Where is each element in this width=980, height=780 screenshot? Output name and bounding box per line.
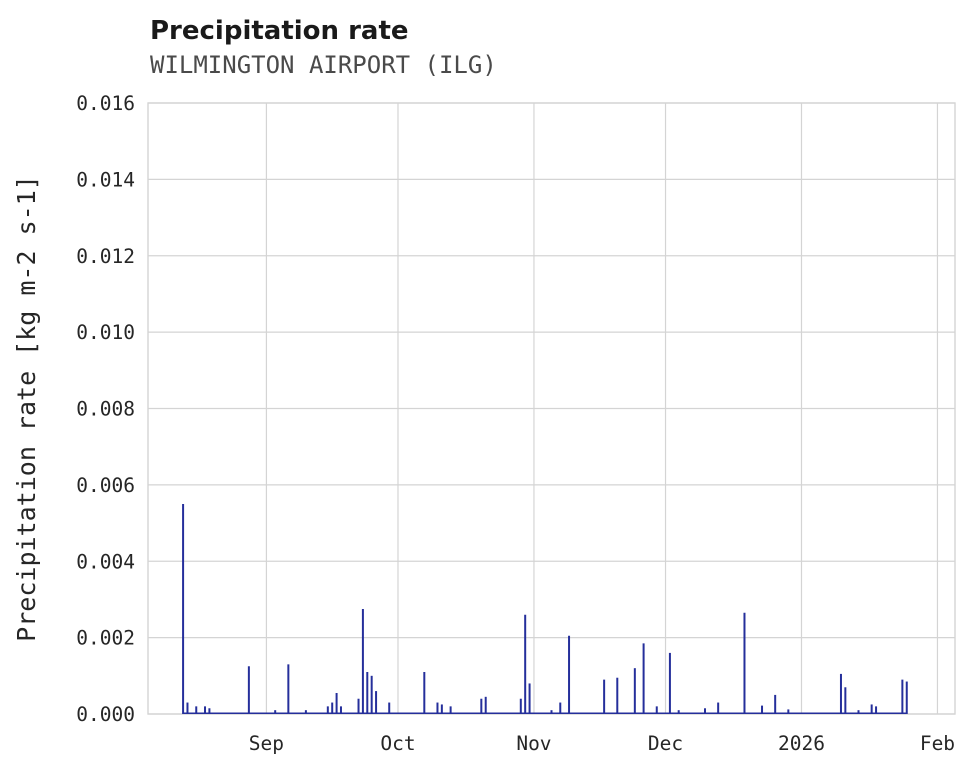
y-tick-label: 0.002 [76,627,135,650]
x-tick-label: Feb [920,732,955,755]
chart-subtitle: WILMINGTON AIRPORT (ILG) [150,51,497,79]
chart-title: Precipitation rate [150,16,409,46]
y-tick-label: 0.000 [76,703,135,726]
y-tick-label: 0.014 [76,168,135,191]
y-tick-label: 0.016 [76,92,135,115]
x-tick-label: Dec [648,732,683,755]
y-tick-label: 0.008 [76,398,135,421]
x-tick-label: Nov [516,732,551,755]
x-tick-label: Sep [249,732,284,755]
y-tick-label: 0.012 [76,245,135,268]
x-tick-label: Oct [380,732,415,755]
y-tick-label: 0.010 [76,321,135,344]
y-tick-label: 0.004 [76,550,135,573]
y-tick-label: 0.006 [76,474,135,497]
x-tick-label: 2026 [778,732,825,755]
